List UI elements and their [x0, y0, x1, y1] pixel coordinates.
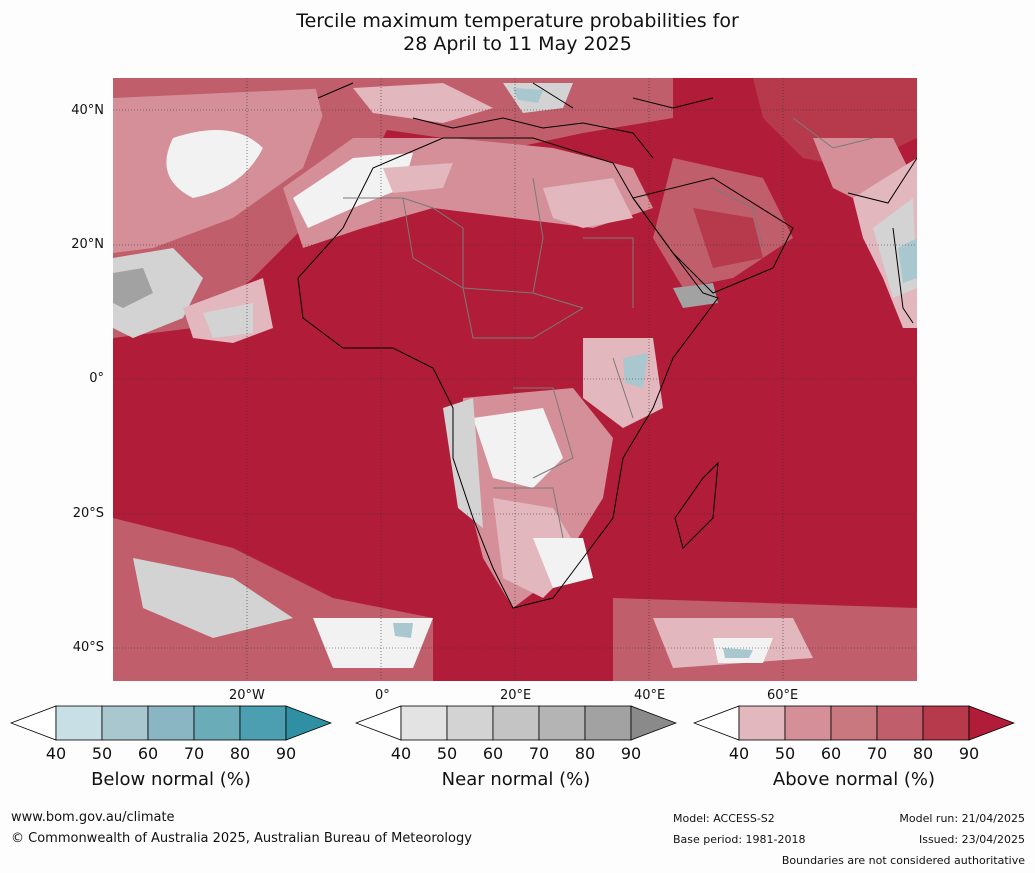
sahara-light [383, 163, 453, 193]
colorbar-segment [285, 705, 332, 741]
colorbar-near [355, 705, 677, 741]
tick-label: 90 [620, 744, 642, 763]
graticule [113, 78, 917, 681]
colorbar-segment [538, 705, 586, 741]
tick-label: 80 [912, 744, 934, 763]
copyright-text: © Commonwealth of Australia 2025, Austra… [11, 831, 472, 846]
west-sahara-neutral [293, 153, 413, 228]
tick-label: 50 [774, 744, 796, 763]
lon-label-20w: 20°W [229, 688, 265, 703]
colorbar-segment [784, 705, 832, 741]
colorbar-segment [10, 705, 57, 741]
colorbar-below [10, 705, 332, 741]
colorbar-below-title: Below normal (%) [91, 769, 251, 790]
lon-label-20e: 20°E [500, 688, 532, 703]
south-africa-neutral [533, 538, 593, 588]
lon-label-40e: 40°E [634, 688, 666, 703]
south-atlantic-near [133, 558, 293, 638]
arabia-dark [693, 208, 763, 268]
colorbar-segment [630, 705, 677, 741]
issued-text: Issued: 23/04/2025 [918, 833, 1025, 846]
tick-label: 90 [275, 744, 297, 763]
angola-neutral [473, 408, 563, 488]
tick-label: 90 [958, 744, 980, 763]
lat-label-20n: 20°N [71, 237, 104, 252]
colorbar-segment [147, 705, 195, 741]
lat-label-40s: 40°S [72, 640, 104, 655]
colorbar-segment [968, 705, 1015, 741]
colorbar-segment [446, 705, 494, 741]
colorbar-segment [693, 705, 740, 741]
madagascar-coastline [674, 461, 719, 549]
tick-label: 70 [183, 744, 205, 763]
base-period-text: Base period: 1981-2018 [673, 833, 806, 846]
tick-label: 60 [820, 744, 842, 763]
arabia-coastline [632, 177, 794, 294]
colorbar-segment [876, 705, 924, 741]
india-coastline [847, 157, 917, 324]
atlantic-near-patch [203, 303, 253, 338]
colorbar-segment [55, 705, 103, 741]
colorbar-segment [830, 705, 878, 741]
tick-label: 50 [91, 744, 113, 763]
colorbar-segment [584, 705, 632, 741]
website-link[interactable]: www.bom.gov.au/climate [11, 810, 175, 825]
tick-label: 40 [728, 744, 750, 763]
tick-label: 60 [482, 744, 504, 763]
lat-label-40n: 40°N [71, 103, 104, 118]
map-svg [113, 78, 917, 681]
map-title: Tercile maximum temperature probabilitie… [0, 10, 1035, 56]
egypt-sudan-light [543, 178, 633, 228]
model-text: Model: ACCESS-S2 [673, 812, 775, 825]
country-borders [343, 117, 874, 539]
colorbar-above [693, 705, 1015, 741]
south-atlantic-below [393, 623, 413, 638]
colorbar-above-title: Above normal (%) [772, 769, 936, 790]
lat-label-20s: 20°S [72, 506, 104, 521]
title-line-1: Tercile maximum temperature probabilitie… [296, 10, 739, 32]
colorbar-segment [239, 705, 287, 741]
africa-coastline [297, 137, 719, 609]
colorbar-segment [400, 705, 448, 741]
tick-label: 60 [137, 744, 159, 763]
lat-label-0: 0° [89, 371, 104, 386]
model-run-text: Model run: 21/04/2025 [899, 812, 1025, 825]
tick-label: 40 [390, 744, 412, 763]
south-atlantic-neutral [313, 618, 433, 668]
lon-label-60e: 60°E [767, 688, 799, 703]
gulf-aden-near [673, 283, 718, 308]
tick-label: 50 [436, 744, 458, 763]
colorbar-segment [355, 705, 402, 741]
colorbar-near-title: Near normal (%) [441, 769, 591, 790]
iberia-light [353, 83, 493, 123]
colorbar-segment [922, 705, 970, 741]
europe-coastline [317, 82, 714, 159]
south-indian-below [723, 648, 753, 658]
colorbar-segment [101, 705, 149, 741]
tick-label: 80 [574, 744, 596, 763]
colorbar-segment [193, 705, 241, 741]
colorbar-segment [738, 705, 786, 741]
title-line-2: 28 April to 11 May 2025 [403, 33, 632, 55]
tick-label: 40 [45, 744, 67, 763]
lon-label-0: 0° [375, 688, 390, 703]
india-below [898, 238, 917, 283]
europe-below-patch [513, 88, 543, 103]
west-atlantic-near-normal-dark [113, 268, 153, 308]
boundaries-disclaimer: Boundaries are not considered authoritat… [781, 854, 1025, 867]
atlantic-neutral-patch [166, 130, 263, 198]
tick-label: 70 [866, 744, 888, 763]
colorbar-segment [492, 705, 540, 741]
probability-map [113, 78, 917, 681]
tick-label: 80 [229, 744, 251, 763]
tick-label: 70 [528, 744, 550, 763]
